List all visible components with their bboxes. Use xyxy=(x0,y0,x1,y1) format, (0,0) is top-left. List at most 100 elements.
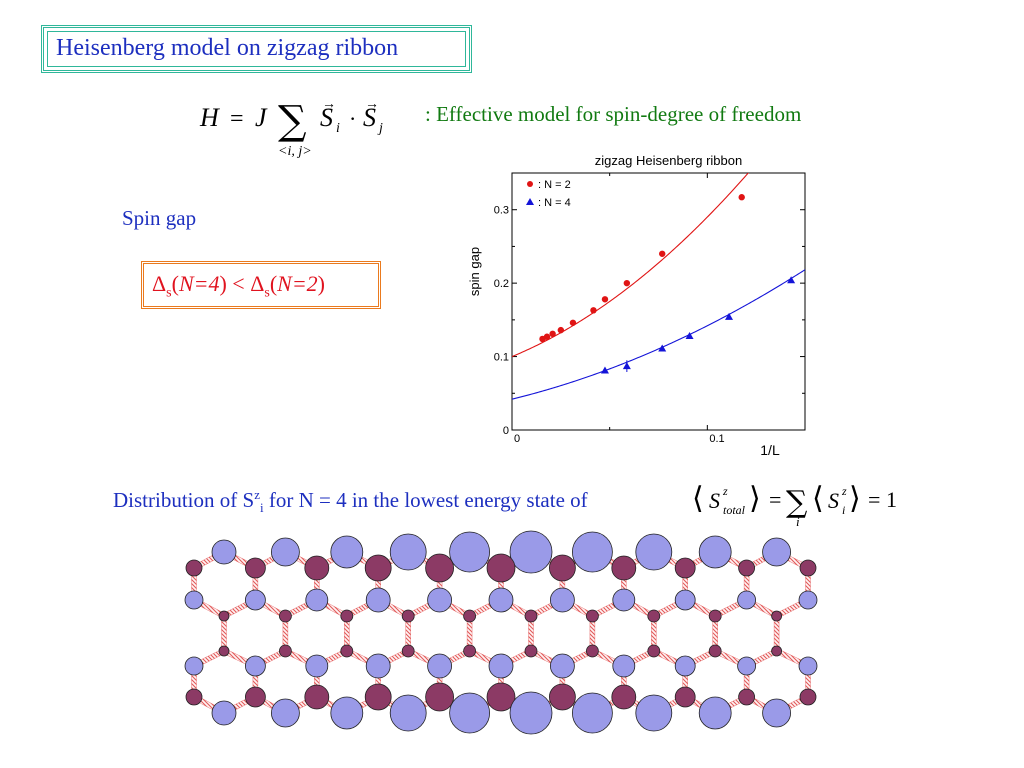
site-top-edge xyxy=(211,539,237,565)
site-row-2 xyxy=(364,554,392,582)
data-point-circle xyxy=(569,319,577,326)
y-tick-label: 0.1 xyxy=(494,352,509,364)
legend-label: : N = 4 xyxy=(538,197,571,209)
sum-si: S xyxy=(828,488,839,513)
site-bottom-edge xyxy=(572,692,613,734)
data-point-circle xyxy=(623,279,631,287)
site-top-edge xyxy=(509,530,553,574)
data-point-circle xyxy=(549,330,556,338)
site-row-7 xyxy=(799,688,817,706)
site-row-2 xyxy=(674,557,696,579)
sum-rule-formula: ⟨ S z total ⟩ = ∑ i ⟨ S z i ⟩ = 1 xyxy=(692,481,897,528)
site-row-6 xyxy=(612,654,636,678)
site-top-edge xyxy=(698,535,732,569)
site-row-7 xyxy=(549,683,576,711)
site-row-2 xyxy=(244,557,266,579)
svg-text:i: i xyxy=(842,503,845,517)
site-row-6 xyxy=(798,656,818,676)
slide-title: Heisenberg model on zigzag ribbon xyxy=(56,35,399,61)
spin-gap-label: Spin gap xyxy=(122,206,197,230)
site-bottom-edge xyxy=(635,694,673,732)
site-top-edge xyxy=(572,531,613,573)
site-bottom-edge xyxy=(389,694,427,732)
site-row-4 xyxy=(647,609,661,623)
site-row-2 xyxy=(185,559,203,577)
site-row-5 xyxy=(586,644,599,658)
y-tick-label: 0.2 xyxy=(494,278,509,290)
site-row-7 xyxy=(486,682,516,712)
gap-relation: Δs(N=4) < Δs(N=2) xyxy=(152,271,325,301)
site-row-6 xyxy=(184,656,204,676)
data-point-triangle xyxy=(725,312,734,320)
site-top-edge xyxy=(330,535,364,569)
data-point-triangle xyxy=(787,276,796,284)
site-row-4 xyxy=(708,609,722,623)
site-row-3 xyxy=(488,587,514,613)
site-row-2 xyxy=(304,555,330,581)
site-row-5 xyxy=(647,644,661,658)
site-bottom-edge xyxy=(762,698,791,728)
data-point-circle xyxy=(659,250,666,257)
site-row-6 xyxy=(365,653,391,679)
x-tick-label: 0 xyxy=(514,433,520,445)
sum-eq-2: = xyxy=(868,487,880,512)
site-row-5 xyxy=(463,644,477,658)
site-row-5 xyxy=(708,644,722,658)
formula-vec-1: → xyxy=(322,97,336,112)
sum-eq-1: = xyxy=(769,487,781,512)
site-bottom-edge xyxy=(330,696,364,730)
site-row-6 xyxy=(674,655,696,677)
site-bottom-edge xyxy=(698,696,732,730)
formula-j: J xyxy=(255,103,268,132)
sum-stotal: S xyxy=(709,488,720,513)
site-row-3 xyxy=(550,587,575,613)
site-row-7 xyxy=(425,682,455,712)
spin-gap-chart: zigzag Heisenberg ribbon 0 0.1 0.2 0.3 0 0.1 1/… xyxy=(467,153,806,458)
site-row-7 xyxy=(185,688,203,706)
site-row-3 xyxy=(305,588,329,612)
sum-bracket-r2: ⟩ xyxy=(849,481,861,516)
site-row-7 xyxy=(738,688,755,706)
sum-bracket-r1: ⟩ xyxy=(749,481,761,516)
site-top-edge xyxy=(449,531,491,573)
site-top-edge xyxy=(762,537,791,567)
y-tick-label: 0.3 xyxy=(494,205,509,217)
legend-label: : N = 2 xyxy=(538,179,571,191)
site-bottom-edge xyxy=(270,698,300,728)
data-point-triangle xyxy=(600,366,609,374)
site-row-6 xyxy=(737,656,756,676)
formula-sigma: ∑ xyxy=(278,98,307,144)
site-row-5 xyxy=(278,644,292,658)
data-point-circle xyxy=(590,307,597,314)
site-row-3 xyxy=(737,590,756,610)
distribution-caption: Distribution of Szi for N = 4 in the low… xyxy=(113,487,588,516)
site-row-3 xyxy=(674,589,696,611)
legend-marker xyxy=(527,181,533,187)
sum-one: 1 xyxy=(886,487,897,512)
spin-distribution-lattice xyxy=(184,530,818,735)
site-row-3 xyxy=(365,587,391,613)
site-row-7 xyxy=(304,684,330,710)
formula-sj: S xyxy=(363,103,376,132)
site-row-6 xyxy=(550,653,575,679)
site-row-4 xyxy=(524,609,538,623)
formula-sub-j: j xyxy=(377,121,383,136)
site-top-edge xyxy=(635,533,673,571)
site-row-4 xyxy=(340,609,354,623)
site-bottom-edge xyxy=(449,692,491,734)
site-row-4 xyxy=(463,609,477,623)
chart-frame xyxy=(511,172,806,431)
title-box: Heisenberg model on zigzag ribbon xyxy=(41,25,472,73)
formula-si: S xyxy=(320,103,333,132)
chart-title: zigzag Heisenberg ribbon xyxy=(595,153,742,168)
site-row-4 xyxy=(401,609,415,623)
site-row-6 xyxy=(427,653,453,679)
formula-equals: = xyxy=(230,106,244,132)
site-row-2 xyxy=(611,555,637,581)
site-row-2 xyxy=(486,553,516,583)
data-point-circle xyxy=(557,326,565,334)
site-row-5 xyxy=(218,645,230,657)
data-point-triangle xyxy=(685,332,694,340)
site-row-6 xyxy=(244,655,266,677)
site-top-edge xyxy=(270,537,300,567)
